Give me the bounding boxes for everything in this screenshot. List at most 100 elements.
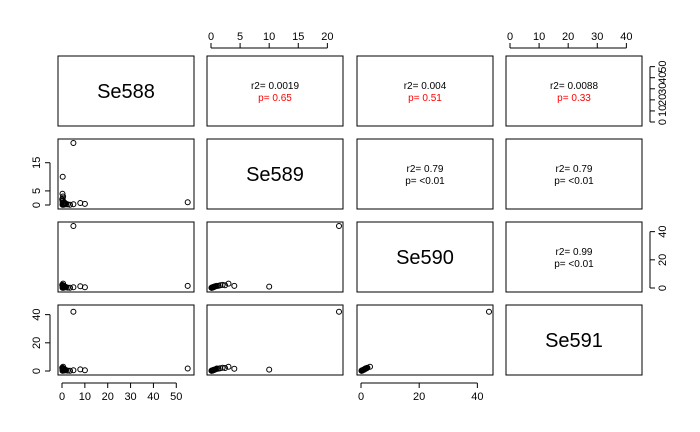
p-value-label-se589-se591: p= <0.01 — [554, 176, 594, 187]
diagonal-label-se589: Se589 — [246, 164, 304, 186]
p-value-label-se588-se589: p= 0.65 — [258, 93, 292, 104]
panel-se588-se588 — [57, 55, 195, 127]
tick-label: 5 — [237, 31, 243, 43]
data-point — [67, 367, 73, 374]
tick-label: 50 — [657, 61, 669, 73]
tick-label: 0 — [507, 31, 513, 43]
data-point — [184, 199, 191, 206]
data-point — [70, 201, 77, 208]
tick-label: 5 — [31, 188, 43, 194]
panel-se588-se590 — [356, 55, 494, 127]
tick-label: 40 — [31, 309, 43, 321]
tick-label: 20 — [321, 31, 333, 43]
tick-label: 0 — [59, 391, 65, 403]
tick-label: 30 — [657, 83, 669, 95]
panel-se590-se590 — [356, 221, 494, 293]
data-point — [184, 282, 191, 289]
data-point — [70, 367, 77, 374]
r2-label-se588-se589: r2= 0.0019 — [251, 81, 300, 92]
scatter-se590-vs-se588 — [59, 223, 191, 291]
tick-label: 10 — [79, 391, 91, 403]
bottom-axis-se590: 0 20 40 — [358, 382, 483, 403]
p-value-label-se590-se591: p= <0.01 — [554, 259, 594, 270]
data-point — [81, 200, 88, 207]
data-point — [81, 284, 88, 291]
tick-label: 40 — [657, 226, 669, 238]
tick-label: 15 — [31, 157, 43, 169]
panel-se590-se588 — [57, 221, 195, 293]
panel-se588-se589 — [206, 55, 344, 127]
tick-label: 0 — [657, 119, 669, 125]
data-point — [59, 190, 66, 197]
tick-label: 0 — [358, 391, 364, 403]
left-axis-se589: 0 5 15 — [31, 157, 51, 208]
tick-label: 0 — [657, 285, 669, 291]
panel-se591-se590 — [356, 304, 494, 376]
data-point — [70, 308, 77, 315]
data-point — [231, 365, 238, 372]
r2-label-se589-se591: r2= 0.79 — [556, 164, 593, 175]
tick-label: 20 — [31, 337, 43, 349]
tick-label: 40 — [657, 72, 669, 84]
tick-label: 30 — [124, 391, 136, 403]
right-axis-se590: 0 20 40 — [649, 226, 669, 291]
panel-se589-se590 — [356, 138, 494, 210]
tick-label: 20 — [657, 254, 669, 266]
tick-label: 20 — [562, 31, 574, 43]
panel-se590-se589 — [206, 221, 344, 293]
data-point — [336, 308, 342, 315]
panel-se591-se589 — [206, 304, 344, 376]
bottom-axis-se588: 0 10 20 30 40 50 — [59, 382, 182, 403]
data-point — [222, 282, 228, 289]
tick-label: 50 — [170, 391, 182, 403]
panel-se589-se589 — [206, 138, 344, 210]
data-point — [360, 366, 367, 373]
data-point — [59, 283, 66, 290]
data-point — [486, 308, 492, 315]
data-point — [59, 366, 66, 373]
panel-se590-se591 — [505, 221, 643, 293]
panel-se589-se591 — [505, 138, 643, 210]
data-point — [70, 223, 77, 229]
data-point — [222, 365, 228, 371]
data-point — [219, 364, 226, 371]
data-point — [219, 281, 226, 288]
data-point — [70, 140, 77, 146]
data-point — [213, 365, 220, 372]
panel-se588-se591 — [505, 55, 643, 127]
scatter-se590-vs-se589 — [208, 223, 342, 291]
data-point — [64, 201, 71, 208]
r2-label-se589-se590: r2= 0.79 — [407, 164, 444, 175]
data-point — [266, 366, 273, 373]
left-axis-se591: 0 20 40 — [31, 309, 51, 374]
p-value-label-se589-se590: p= <0.01 — [405, 176, 445, 187]
data-point — [184, 365, 191, 372]
data-point — [67, 201, 73, 208]
tick-label: 20 — [657, 94, 669, 106]
tick-label: 20 — [413, 391, 425, 403]
data-point — [210, 367, 217, 374]
panel-se591-se588 — [57, 304, 195, 376]
tick-label: 40 — [620, 31, 632, 43]
panel-se591-se591 — [505, 304, 643, 376]
tick-label: 0 — [208, 31, 214, 43]
data-point — [70, 284, 77, 291]
tick-label: 15 — [292, 31, 304, 43]
top-axis-se589: 0 5 10 15 20 — [208, 31, 333, 49]
data-point — [362, 365, 369, 372]
tick-label: 10 — [533, 31, 545, 43]
data-point — [60, 193, 67, 200]
top-axis-se591: 0 10 20 30 40 — [507, 31, 632, 49]
tick-label: 40 — [471, 391, 483, 403]
data-point — [81, 367, 88, 374]
data-point — [213, 282, 220, 289]
tick-label: 10 — [657, 105, 669, 117]
panel-se589-se588 — [57, 138, 195, 210]
scatter-se591-vs-se589 — [208, 308, 342, 374]
p-value-label-se588-se591: p= 0.33 — [557, 93, 591, 104]
data-point — [59, 173, 66, 180]
diagonal-label-se590: Se590 — [396, 247, 454, 269]
r2-label-se588-se591: r2= 0.0088 — [550, 81, 599, 92]
diagonal-label-se591: Se591 — [545, 330, 603, 352]
